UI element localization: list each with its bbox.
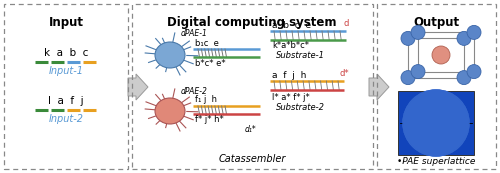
Circle shape [467, 25, 481, 39]
Text: k*a*b*c*: k*a*b*c* [272, 42, 309, 51]
Circle shape [457, 71, 471, 85]
Circle shape [415, 102, 457, 144]
Circle shape [467, 65, 481, 79]
FancyArrow shape [128, 74, 148, 100]
Circle shape [401, 71, 415, 85]
FancyArrow shape [369, 74, 389, 100]
Text: d₁*: d₁* [245, 125, 257, 134]
Circle shape [421, 108, 451, 138]
Text: Substrate-1: Substrate-1 [276, 51, 324, 60]
Text: b₁c  e: b₁c e [195, 39, 219, 48]
Text: Input-1: Input-1 [48, 66, 84, 76]
Circle shape [433, 120, 439, 126]
Circle shape [427, 114, 445, 132]
Circle shape [403, 90, 469, 156]
Text: k  a  b  c: k a b c [44, 48, 88, 58]
Text: Input: Input [48, 16, 84, 29]
Text: •PAE superlattice: •PAE superlattice [397, 157, 475, 166]
Circle shape [421, 108, 451, 138]
Text: d: d [344, 19, 350, 28]
Text: l  a  f  j: l a f j [48, 96, 84, 106]
Text: Input-2: Input-2 [48, 114, 84, 124]
Circle shape [457, 31, 471, 45]
Circle shape [412, 99, 460, 147]
Text: a  f  j  h: a f j h [272, 71, 306, 80]
Circle shape [424, 111, 448, 135]
Circle shape [418, 105, 454, 141]
Text: Output: Output [413, 16, 459, 29]
Circle shape [406, 93, 466, 153]
Circle shape [427, 114, 445, 132]
Circle shape [411, 25, 425, 39]
Text: d*: d* [340, 69, 349, 78]
Circle shape [409, 96, 463, 150]
Text: f₁ j  h: f₁ j h [195, 95, 217, 104]
Ellipse shape [155, 42, 185, 68]
Circle shape [409, 96, 463, 150]
Circle shape [433, 120, 439, 126]
Circle shape [406, 93, 466, 153]
Ellipse shape [155, 98, 185, 124]
Text: dPAE-1: dPAE-1 [181, 29, 208, 38]
Text: dPAE-2: dPAE-2 [181, 86, 208, 95]
Polygon shape [398, 91, 474, 155]
Circle shape [418, 105, 454, 141]
Text: b*c* e*: b*c* e* [195, 58, 226, 67]
Circle shape [401, 31, 415, 45]
Circle shape [403, 90, 469, 156]
Text: Catassembler: Catassembler [218, 154, 286, 164]
Text: a  b  c  e: a b c e [272, 20, 311, 30]
Text: f* j* h*: f* j* h* [195, 116, 224, 125]
Text: l* a* f* j*: l* a* f* j* [272, 93, 310, 102]
Circle shape [430, 117, 442, 129]
Circle shape [432, 46, 450, 64]
Circle shape [430, 117, 442, 129]
Circle shape [411, 65, 425, 79]
Circle shape [424, 111, 448, 135]
Text: Substrate-2: Substrate-2 [276, 102, 324, 112]
Circle shape [415, 102, 457, 144]
Text: Digital computing system: Digital computing system [167, 16, 337, 29]
Circle shape [412, 99, 460, 147]
